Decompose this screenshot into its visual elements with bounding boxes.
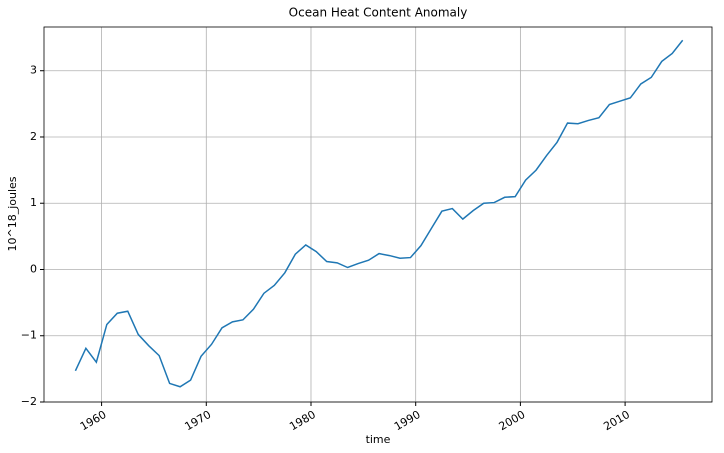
y-tick-label: −2 [21, 395, 37, 408]
y-tick-label: 0 [30, 262, 37, 275]
data-line [74, 39, 684, 388]
y-tick-label: 3 [30, 64, 37, 77]
x-tick-label: 1980 [287, 408, 318, 433]
y-axis-label: 10^18_joules [6, 176, 19, 251]
y-tick-label: 1 [30, 196, 37, 209]
y-tick-label: −1 [21, 329, 37, 342]
plot-frame [43, 26, 713, 403]
x-tick-label: 1960 [78, 408, 109, 433]
x-tick-label: 1970 [183, 408, 214, 433]
x-tick-label: 1990 [392, 408, 423, 433]
x-axis-label: time [366, 433, 391, 446]
y-tick-label: 2 [30, 130, 37, 143]
x-tick-label: 2010 [601, 408, 632, 433]
chart-title: Ocean Heat Content Anomaly [289, 6, 468, 20]
x-tick-label: 2000 [497, 408, 528, 433]
